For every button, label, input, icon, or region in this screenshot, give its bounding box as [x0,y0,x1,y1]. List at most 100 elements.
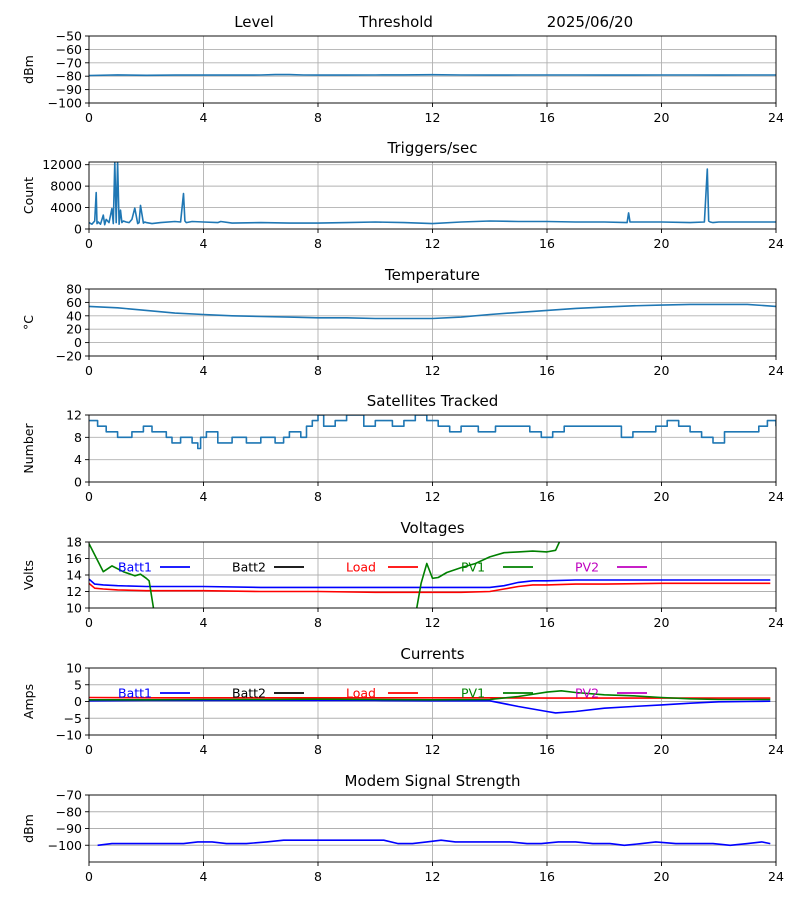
y-tick-label: −50 [56,29,82,44]
y-tick-label: 10 [66,601,82,616]
series-line-0 [89,415,776,450]
x-tick-label: 4 [200,869,208,884]
legend-label: Batt2 [232,560,266,575]
x-tick-label: 20 [654,110,670,125]
x-tick-label: 0 [85,742,93,757]
x-tick-label: 0 [85,110,93,125]
legend-label: PV2 [575,560,599,575]
x-tick-label: 4 [200,236,208,251]
legend-entry-pv2: PV2 [575,686,647,701]
y-tick-label: −80 [56,804,82,819]
y-tick-label: 8000 [50,179,82,194]
x-tick-label: 4 [200,110,208,125]
legend-entry-batt1: Batt1 [118,560,190,575]
x-tick-label: 16 [539,869,555,884]
y-axis-label: dBm [21,814,36,843]
y-tick-label: 0 [74,694,82,709]
y-tick-label: 4 [74,452,82,467]
y-tick-label: 0 [74,222,82,237]
x-tick-label: 24 [768,489,784,504]
x-tick-label: 0 [85,363,93,378]
y-tick-label: 12 [66,408,82,423]
x-tick-label: 20 [654,236,670,251]
series-line-pv1 [89,689,771,701]
x-tick-label: 24 [768,742,784,757]
x-tick-label: 12 [425,742,441,757]
legend-label: Batt2 [232,686,266,701]
x-tick-label: 12 [425,363,441,378]
chart-title: Temperature [384,266,480,284]
x-tick-label: 16 [539,236,555,251]
legend-entry-load: Load [346,686,418,701]
series-line-0 [97,839,771,847]
legend-entry-batt1: Batt1 [118,686,190,701]
panel-satellites: 0 4 8 12 16 20 24 0 4 8 12 Number Satellites Tracked [21,392,784,504]
x-tick-label: 8 [314,742,322,757]
y-tick-label: 20 [66,322,82,337]
legend-entry-pv2: PV2 [575,560,647,575]
x-tick-label: 4 [200,742,208,757]
y-tick-label: 60 [66,295,82,310]
legend-entry-pv1: PV1 [461,686,533,701]
y-tick-label: −90 [56,821,82,836]
legend-entry-pv1: PV1 [461,560,533,575]
x-tick-label: 0 [85,615,93,630]
x-tick-label: 20 [654,742,670,757]
x-tick-label: 16 [539,489,555,504]
panel-triggers: 0 4 8 12 16 20 24 0 4000 8000 12000 Count Triggers/s… [21,139,784,251]
x-tick-label: 20 [654,489,670,504]
y-tick-label: 12 [66,584,82,599]
panel-level: 0 4 8 12 16 20 24 −100−90−80−70−60−50 dBm Level Th… [21,13,784,125]
y-tick-label: −70 [56,788,82,803]
x-tick-label: 4 [200,615,208,630]
chart-title: Modem Signal Strength [345,772,521,790]
series-line-batt1 [89,578,771,589]
x-tick-label: 16 [539,615,555,630]
y-tick-label: 18 [66,535,82,550]
chart-title: Voltages [400,519,464,537]
x-tick-label: 24 [768,615,784,630]
y-tick-label: 4000 [50,200,82,215]
y-tick-label: −10 [56,728,82,743]
legend-label: Load [346,686,376,701]
legend-label: PV2 [575,686,599,701]
x-tick-label: 24 [768,236,784,251]
x-tick-label: 12 [425,869,441,884]
x-tick-label: 8 [314,489,322,504]
legend-label: Load [346,560,376,575]
chart-title-part: Threshold [358,13,433,31]
y-axis-label: Count [21,177,36,214]
x-tick-label: 20 [654,363,670,378]
x-tick-label: 16 [539,363,555,378]
y-axis-label: Volts [21,560,36,590]
x-tick-label: 20 [654,615,670,630]
y-tick-label: 0 [74,335,82,350]
panel-currents: 0 4 8 12 16 20 24 −10 −5 0 510 Amps Currents Batt1 Bat… [21,645,784,757]
y-tick-label: 0 [74,475,82,490]
x-tick-label: 20 [654,869,670,884]
chart-title: Currents [400,645,464,663]
y-tick-label: −80 [56,69,82,84]
y-tick-label: −90 [56,82,82,97]
series-line-load [89,582,771,594]
chart-title: Satellites Tracked [367,392,498,410]
panel-modem: 0 4 8 12 16 20 24 −100 −90 −80−70 dBm Modem Signal … [21,772,784,884]
x-tick-label: 12 [425,236,441,251]
y-tick-label: 40 [66,308,82,323]
y-tick-label: 5 [74,677,82,692]
series-line-batt1 [89,699,771,714]
x-tick-label: 4 [200,489,208,504]
legend-label: PV1 [461,560,485,575]
legend-entry-batt2: Batt2 [232,686,304,701]
x-tick-label: 16 [539,110,555,125]
x-tick-label: 8 [314,363,322,378]
chart-title-part: 2025/06/20 [547,13,633,31]
x-tick-label: 8 [314,236,322,251]
x-tick-label: 12 [425,110,441,125]
series-line-pv1 [89,542,561,608]
y-tick-label: −60 [56,42,82,57]
y-tick-label: −100 [48,96,82,111]
x-tick-label: 24 [768,110,784,125]
